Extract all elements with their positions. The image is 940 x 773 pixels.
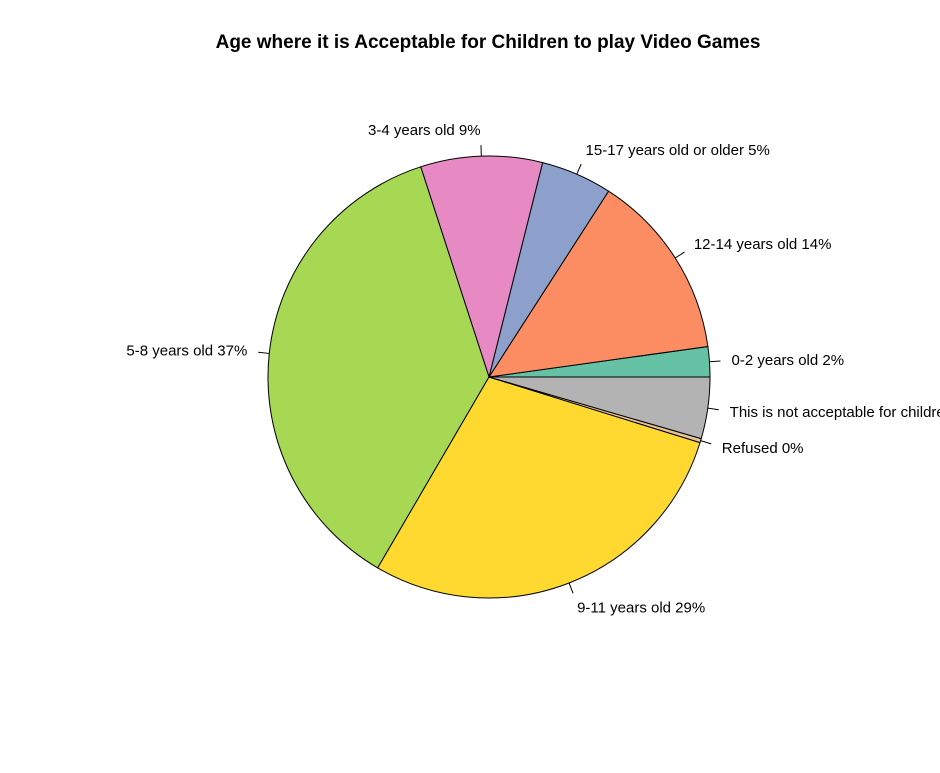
pie-slice-9-11-years-old-29 bbox=[377, 376, 701, 599]
pie-slice-3-4-years-old-9 bbox=[420, 155, 544, 379]
chart-title: Age where it is Acceptable for Children … bbox=[216, 32, 761, 53]
pie-slices bbox=[267, 155, 711, 599]
leader-line bbox=[674, 251, 685, 259]
leader-line bbox=[568, 582, 574, 594]
slice-labels: 0-2 years old 2% 12-14 years old 14% 15-17… bbox=[126, 122, 940, 616]
pie-slice-this-is-not-acceptable-for-children bbox=[488, 376, 711, 440]
slice-label: 9-11 years old 29% bbox=[577, 599, 705, 616]
slice-label: 3-4 years old 9% bbox=[368, 122, 481, 139]
leader-line bbox=[700, 440, 712, 445]
leader-lines bbox=[258, 145, 721, 594]
leader-line bbox=[707, 407, 719, 411]
slice-label: 0-2 years old 2% bbox=[732, 352, 845, 369]
leader-line bbox=[258, 351, 270, 354]
slice-label: This is not acceptable for children bbox=[730, 404, 940, 421]
leader-line bbox=[576, 163, 582, 175]
pie-slice-5-8-years-old-37 bbox=[267, 166, 490, 569]
slice-label: 12-14 years old 14% bbox=[694, 236, 832, 253]
leader-line bbox=[709, 360, 721, 363]
slice-label: Refused 0% bbox=[722, 440, 804, 457]
slice-label: 5-8 years old 37% bbox=[126, 343, 247, 360]
slice-label: 15-17 years old or older 5% bbox=[586, 142, 770, 159]
